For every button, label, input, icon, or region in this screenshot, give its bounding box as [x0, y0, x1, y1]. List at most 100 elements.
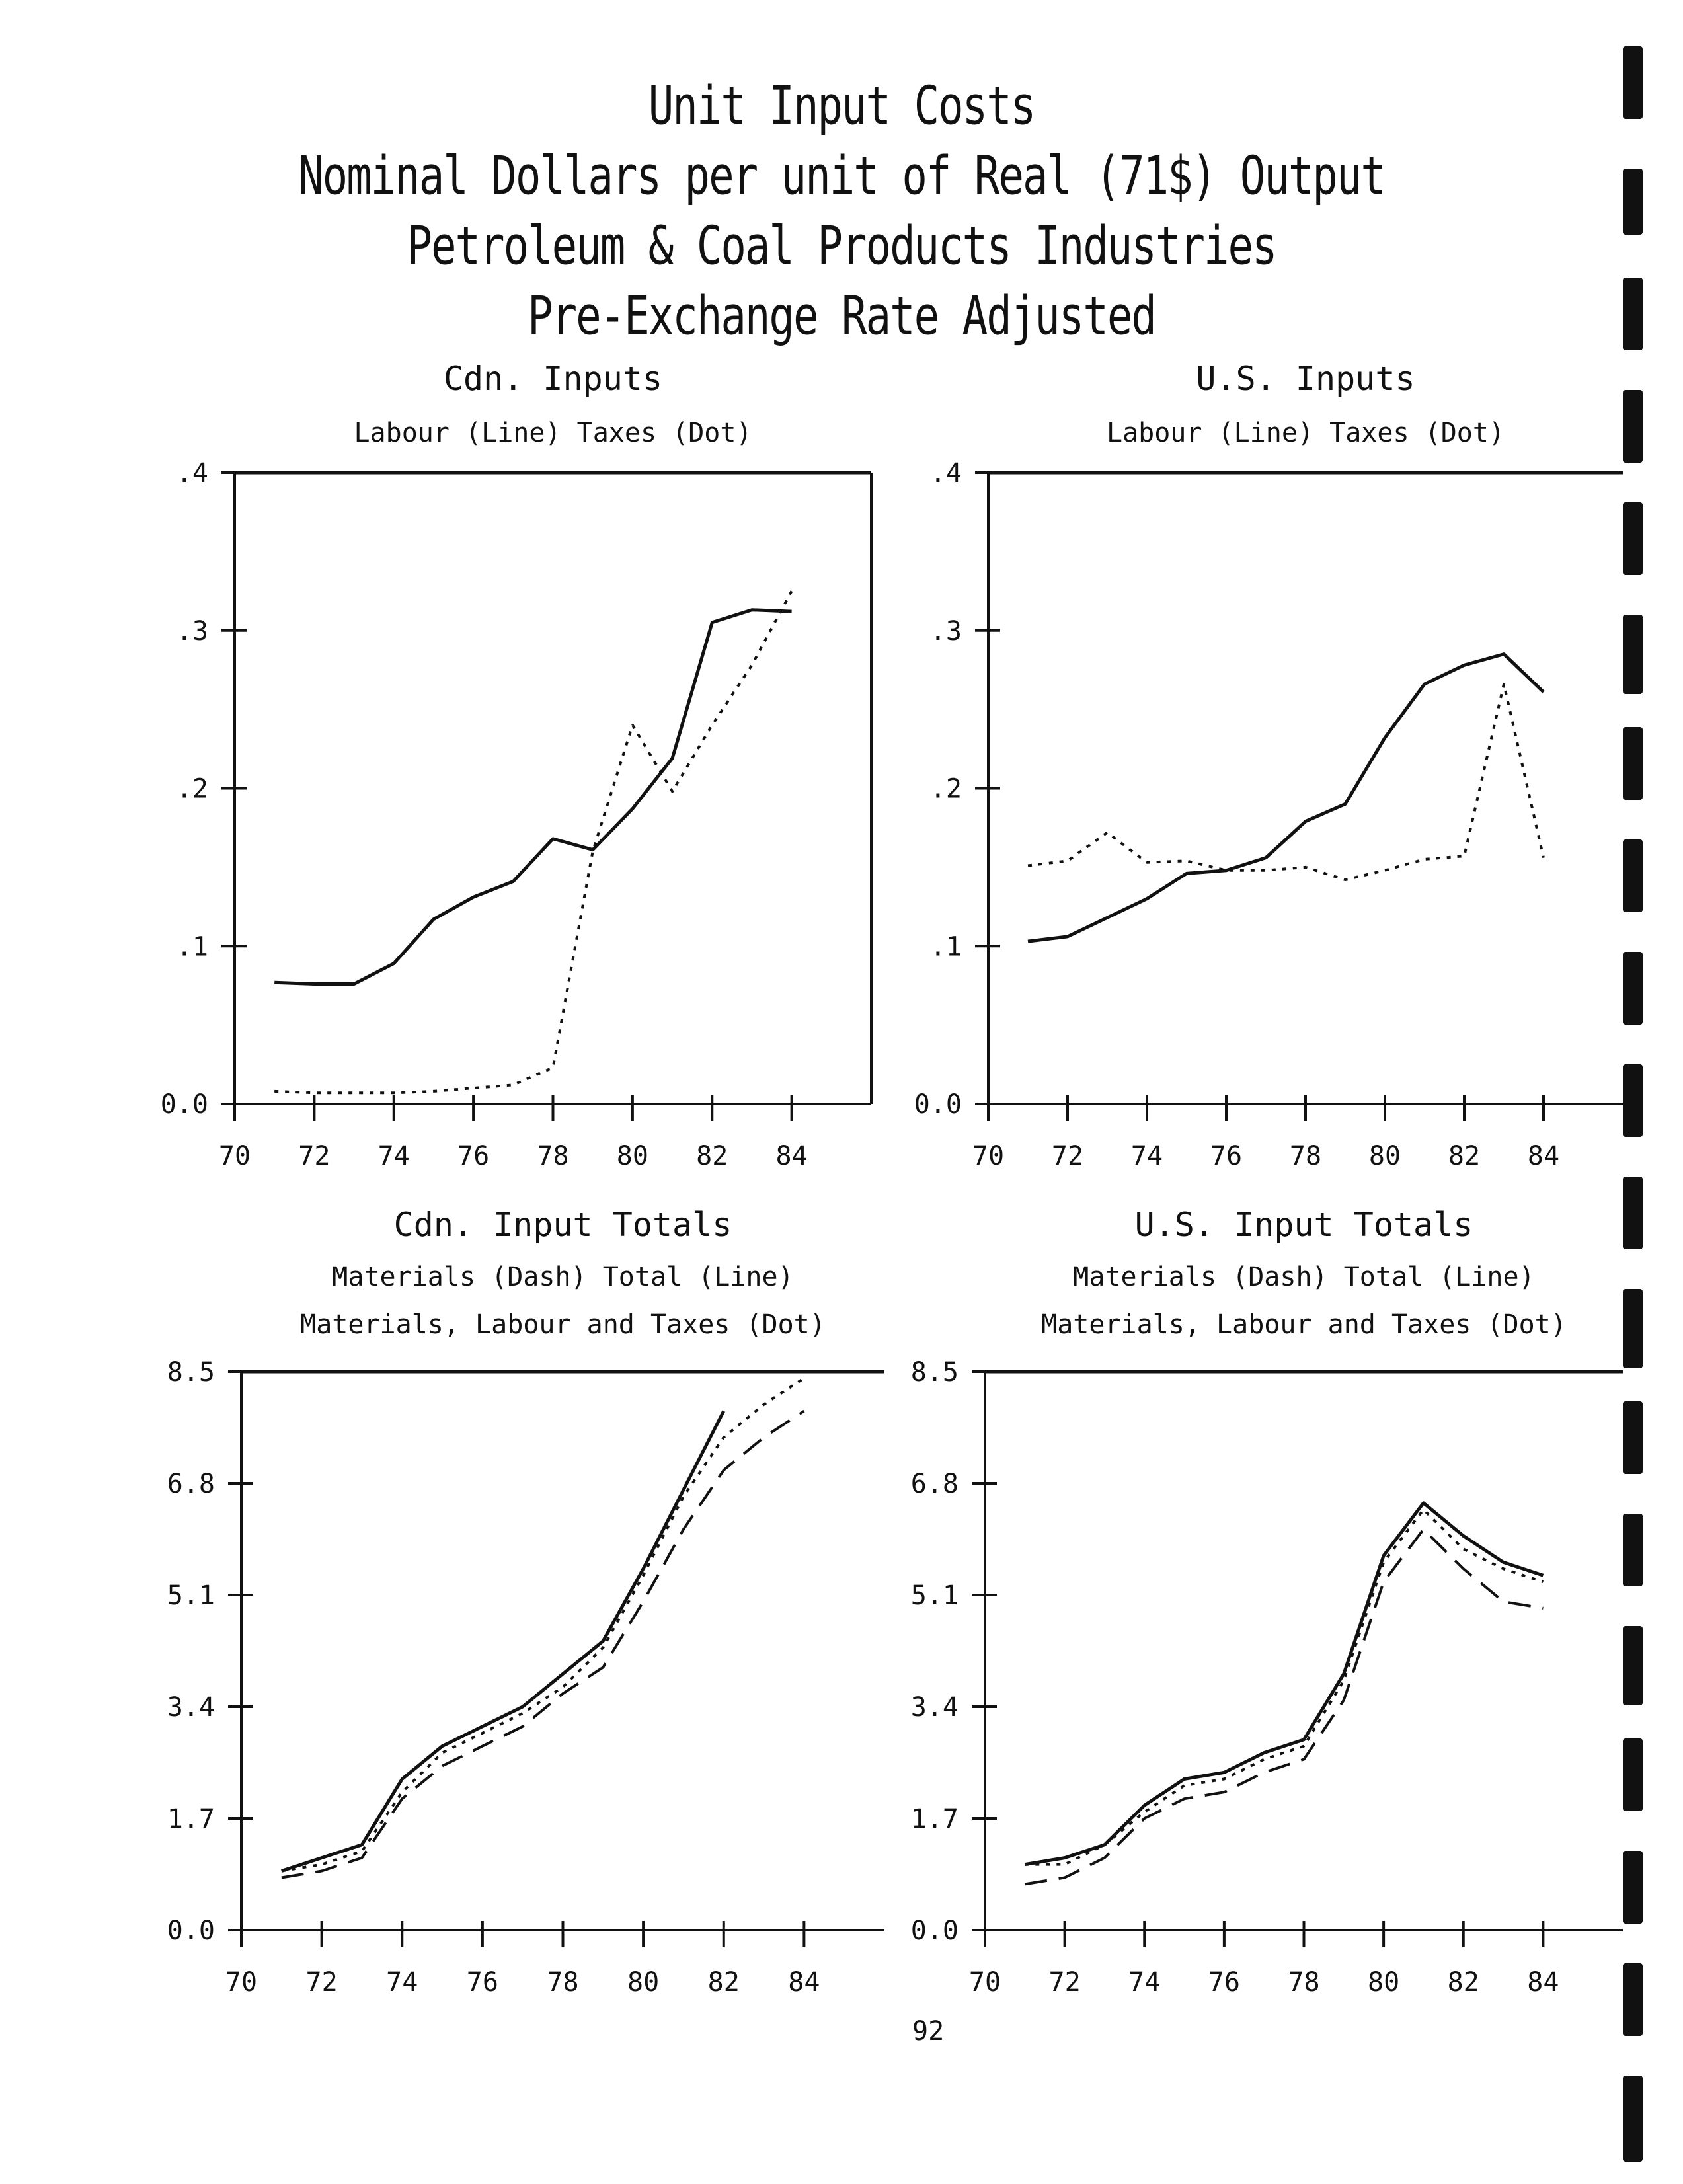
x-tick-label: 74 — [1131, 1141, 1163, 1171]
x-tick-label: 80 — [1369, 1141, 1401, 1171]
binder-mark — [1623, 1626, 1643, 1705]
y-tick-label: 6.8 — [911, 1469, 959, 1499]
panel-subtitle: Materials, Labour and Taxes (Dot) — [300, 1309, 826, 1340]
binder-mark — [1623, 1738, 1643, 1811]
y-tick-label: 1.7 — [167, 1804, 215, 1834]
x-tick-label: 82 — [1448, 1141, 1480, 1171]
y-tick-label: 8.5 — [911, 1357, 959, 1387]
series-line-taxes — [1027, 682, 1545, 881]
x-tick-label: 76 — [457, 1141, 489, 1171]
x-tick-label: 78 — [547, 1967, 578, 1998]
y-tick-label: .2 — [930, 774, 962, 804]
y-tick-label: 5.1 — [167, 1580, 215, 1611]
x-tick-label: 80 — [617, 1141, 648, 1171]
x-tick-label: 72 — [306, 1967, 338, 1998]
binder-mark — [1623, 615, 1643, 694]
page-title-4: Pre-Exchange Rate Adjusted — [528, 286, 1157, 348]
binder-mark — [1623, 169, 1643, 235]
x-tick-label: 76 — [1210, 1141, 1242, 1171]
x-tick-label: 70 — [225, 1967, 257, 1998]
x-tick-label: 80 — [627, 1967, 659, 1998]
binder-mark — [1623, 390, 1643, 463]
binder-mark — [1623, 839, 1643, 912]
series-line-labour — [1027, 652, 1545, 943]
binder-mark — [1623, 1963, 1643, 2036]
binder-mark — [1623, 1064, 1643, 1137]
x-tick-label: 70 — [219, 1141, 251, 1171]
series-line-labour — [274, 608, 792, 986]
x-tick-label: 84 — [776, 1141, 808, 1171]
binder-mark — [1623, 278, 1643, 350]
y-tick-label: .4 — [176, 458, 208, 488]
series-line-total — [281, 1410, 726, 1873]
series-line-materials — [1024, 1528, 1544, 1886]
y-tick-label: 5.1 — [911, 1580, 959, 1611]
y-tick-label: .3 — [930, 616, 962, 646]
y-tick-label: 8.5 — [167, 1357, 215, 1387]
x-tick-label: 78 — [537, 1141, 568, 1171]
x-tick-label: 84 — [788, 1967, 820, 1998]
y-tick-label: 6.8 — [167, 1469, 215, 1499]
y-tick-label: .3 — [176, 616, 208, 646]
series-line-materials-labour-and-taxes — [1025, 1508, 1544, 1866]
panel-subtitle: Labour (Line) Taxes (Dot) — [354, 418, 752, 448]
x-tick-label: 84 — [1527, 1967, 1559, 1998]
x-tick-label: 82 — [696, 1141, 728, 1171]
y-tick-label: 0.0 — [161, 1089, 208, 1120]
x-tick-label: 80 — [1368, 1967, 1399, 1998]
page-title-3: Petroleum & Coal Products Industries — [407, 215, 1277, 278]
binder-mark — [1623, 1289, 1643, 1368]
panel-subtitle: Materials (Dash) Total (Line) — [1073, 1262, 1534, 1292]
binder-mark — [1623, 502, 1643, 575]
binder-mark — [1623, 2076, 1643, 2162]
y-tick-label: 0.0 — [167, 1916, 215, 1946]
y-tick-label: .1 — [176, 931, 208, 962]
series-line-total — [1024, 1501, 1544, 1867]
y-tick-label: .4 — [930, 458, 962, 488]
x-tick-label: 72 — [1052, 1141, 1083, 1171]
x-tick-label: 72 — [1049, 1967, 1081, 1998]
y-tick-label: 1.7 — [911, 1804, 959, 1834]
x-tick-label: 70 — [969, 1967, 1001, 1998]
x-tick-label: 76 — [467, 1967, 498, 1998]
x-tick-label: 78 — [1290, 1141, 1321, 1171]
page-number: 92 — [912, 2016, 945, 2047]
binder-mark — [1623, 727, 1643, 800]
panel-subtitle: Materials (Dash) Total (Line) — [332, 1262, 793, 1292]
panel-title: Cdn. Input Totals — [394, 1206, 732, 1244]
page-title-1: Unit Input Costs — [648, 75, 1037, 137]
x-tick-label: 82 — [1448, 1967, 1479, 1998]
x-tick-label: 74 — [1128, 1967, 1160, 1998]
series-line-materials — [281, 1409, 805, 1879]
panel-subtitle: Materials, Labour and Taxes (Dot) — [1041, 1309, 1567, 1340]
binder-mark — [1623, 1401, 1643, 1474]
page-title-2: Nominal Dollars per unit of Real (71$) O… — [298, 145, 1386, 208]
y-tick-label: 0.0 — [911, 1916, 959, 1946]
binder-mark — [1623, 1851, 1643, 1924]
x-tick-label: 84 — [1528, 1141, 1559, 1171]
x-tick-label: 78 — [1288, 1967, 1319, 1998]
x-tick-label: 82 — [708, 1967, 740, 1998]
panel-title: U.S. Input Totals — [1135, 1206, 1473, 1244]
y-tick-label: 3.4 — [911, 1692, 959, 1723]
y-tick-label: .1 — [930, 931, 962, 962]
y-tick-label: 3.4 — [167, 1692, 215, 1723]
series-line-materials-labour-and-taxes — [281, 1377, 805, 1873]
y-tick-label: .2 — [176, 774, 208, 804]
y-tick-label: 0.0 — [914, 1089, 962, 1120]
panel-title: U.S. Inputs — [1196, 360, 1415, 398]
binder-mark — [1623, 1514, 1643, 1586]
x-tick-label: 76 — [1208, 1967, 1240, 1998]
series-line-taxes — [274, 590, 793, 1095]
binder-mark — [1623, 952, 1643, 1025]
panel-title: Cdn. Inputs — [444, 360, 662, 398]
binder-mark — [1623, 1177, 1643, 1249]
x-tick-label: 70 — [972, 1141, 1004, 1171]
panel-subtitle: Labour (Line) Taxes (Dot) — [1107, 418, 1505, 448]
x-tick-label: 74 — [378, 1141, 410, 1171]
x-tick-label: 72 — [298, 1141, 330, 1171]
x-tick-label: 74 — [386, 1967, 418, 1998]
binder-mark — [1623, 46, 1643, 119]
